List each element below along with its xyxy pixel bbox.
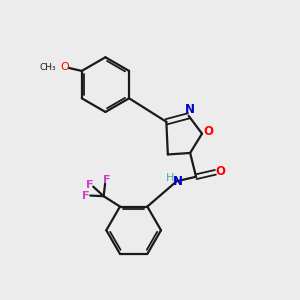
Text: O: O	[61, 62, 70, 72]
Text: N: N	[185, 103, 195, 116]
Text: H: H	[166, 172, 174, 183]
Text: CH₃: CH₃	[40, 63, 56, 72]
Text: O: O	[204, 125, 214, 138]
Text: O: O	[215, 165, 225, 178]
Text: F: F	[103, 175, 110, 185]
Text: F: F	[82, 190, 89, 201]
Text: F: F	[85, 180, 93, 190]
Text: N: N	[173, 175, 183, 188]
